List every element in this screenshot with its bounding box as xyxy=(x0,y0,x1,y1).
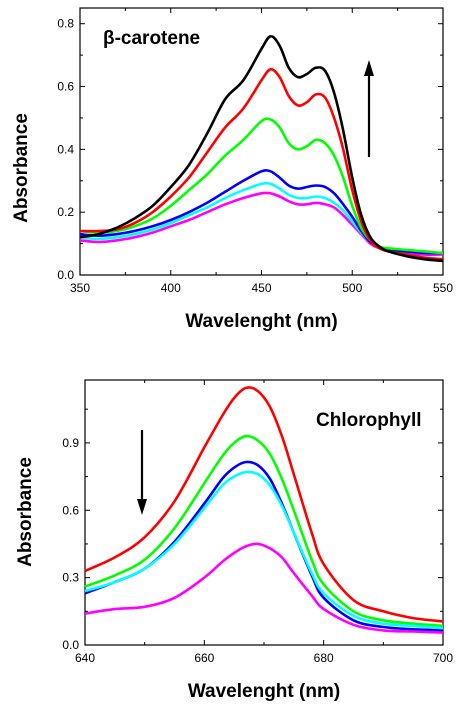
arrow-down xyxy=(137,430,147,515)
y-tick-label: 0.0 xyxy=(62,638,79,652)
annotation-chlorophyll: Chlorophyll xyxy=(316,410,422,431)
y-tick-label: 0.6 xyxy=(57,80,74,94)
y-tick-label: 0.3 xyxy=(62,571,79,585)
ylabel-chlorophyll: Absorbance xyxy=(15,457,36,567)
y-tick-label: 0.8 xyxy=(57,17,74,31)
y-tick-label: 0.4 xyxy=(57,142,74,156)
x-tick-label: 500 xyxy=(342,281,362,295)
y-tick-label: 0.0 xyxy=(57,268,74,282)
x-tick-label: 680 xyxy=(314,651,334,665)
ticks-beta-carotene: 350 400 450 500 550 0.0 0.2 0.4 0.6 0.8 xyxy=(57,8,453,295)
series-line-3 xyxy=(79,117,444,255)
series-line-0 xyxy=(84,386,444,623)
x-tick-label: 700 xyxy=(433,651,453,665)
y-tick-label: 0.9 xyxy=(62,436,79,450)
ticks-chlorophyll: 640 660 680 700 0.0 0.3 0.6 0.9 xyxy=(62,380,453,665)
arrow-up xyxy=(364,60,374,157)
annotation-beta-carotene: β-carotene xyxy=(103,28,200,49)
series-beta-carotene xyxy=(79,34,444,263)
x-tick-label: 660 xyxy=(194,651,214,665)
y-tick-label: 0.6 xyxy=(62,503,79,517)
series-line-4 xyxy=(79,67,444,261)
series-line-4 xyxy=(84,542,444,634)
x-tick-label: 450 xyxy=(251,281,271,295)
x-tick-label: 350 xyxy=(70,281,90,295)
series-chlorophyll xyxy=(84,386,444,634)
x-tick-label: 550 xyxy=(433,281,453,295)
y-tick-label: 0.2 xyxy=(57,205,74,219)
xlabel-chlorophyll: Wavelenght (nm) xyxy=(188,681,340,702)
chart-beta-carotene: 350 400 450 500 550 0.0 0.2 0.4 0.6 0.8 β-caroten… xyxy=(11,7,453,332)
series-line-1 xyxy=(84,434,444,628)
chart-chlorophyll: 640 660 680 700 0.0 0.3 0.6 0.9 Chlorophyll Wav… xyxy=(15,379,453,702)
x-tick-label: 640 xyxy=(75,651,95,665)
series-line-3 xyxy=(84,470,444,630)
x-tick-label: 400 xyxy=(161,281,181,295)
series-line-5 xyxy=(79,34,444,263)
ylabel-beta-carotene: Absorbance xyxy=(11,113,32,223)
series-line-2 xyxy=(84,460,444,632)
xlabel-beta-carotene: Wavelenght (nm) xyxy=(185,311,337,332)
